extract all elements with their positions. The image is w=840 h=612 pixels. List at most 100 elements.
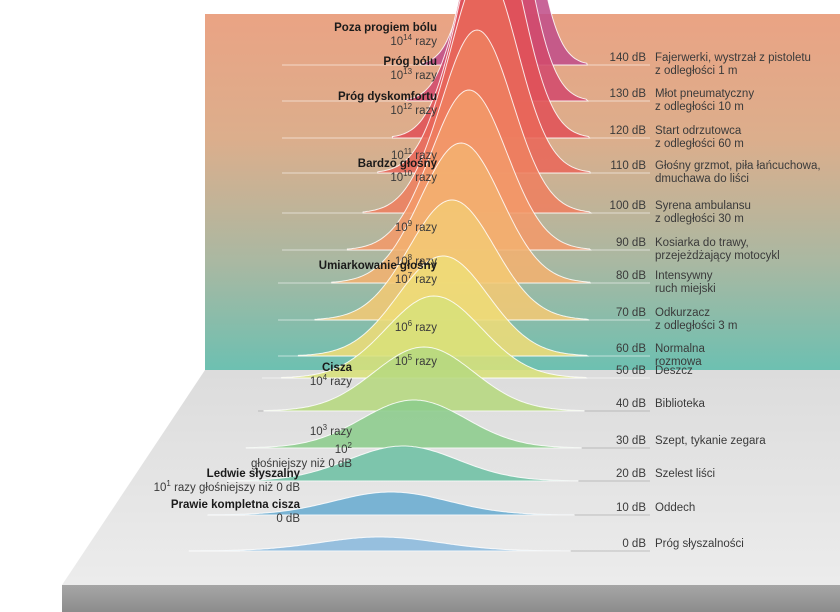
factor-base: 0 dB <box>276 513 300 525</box>
intensity-factor: 1010 razy <box>390 169 437 185</box>
db-value: 80 dB <box>615 270 646 282</box>
sound-example-detail: z odległości 60 m <box>655 138 744 150</box>
factor-unit: głośniejszy niż 0 dB <box>251 458 352 470</box>
factor-unit: razy <box>415 222 437 234</box>
intensity-factor: 106 razy <box>394 320 437 335</box>
factor-base: 10 <box>390 105 404 117</box>
factor-exponent: 14 <box>403 33 413 42</box>
intensity-factor: 1013 razy <box>390 67 437 83</box>
db-value: 50 dB <box>615 365 646 377</box>
sound-example-detail: z odległości 1 m <box>655 65 738 77</box>
factor-exponent: 8 <box>407 253 413 262</box>
level-title: Próg bólu <box>383 56 437 68</box>
intensity-factor: 107 razy <box>394 271 437 287</box>
intensity-factor: 101 razy głośniejszy niż 0 dB <box>153 479 300 495</box>
floor-front-edge <box>62 585 840 612</box>
factor-base: 10 <box>394 322 408 334</box>
intensity-factor: 0 dB <box>276 513 300 526</box>
level-title: Ledwie słyszalny <box>206 468 300 480</box>
db-value: 120 dB <box>609 125 646 137</box>
db-value: 0 dB <box>622 538 646 550</box>
sound-example: Normalna <box>655 343 705 355</box>
factor-exponent: 10 <box>403 169 413 178</box>
sound-example-detail: przejeżdżający motocykl <box>655 250 780 262</box>
factor-unit: razy <box>415 274 437 286</box>
intensity-power: 102 <box>334 442 352 457</box>
sound-example: Szept, tykanie zegara <box>655 435 766 447</box>
factor-exponent: 12 <box>403 102 413 111</box>
sound-example: Kosiarka do trawy, <box>655 237 749 249</box>
db-value: 70 dB <box>615 307 646 319</box>
sound-example-detail: z odległości 10 m <box>655 101 744 113</box>
sound-example: Odkurzacz <box>655 307 710 319</box>
factor-base: 10 <box>309 376 323 388</box>
factor-base: 10 <box>309 426 323 438</box>
factor-base: 10 <box>394 356 408 368</box>
factor-base: 10 <box>394 274 408 286</box>
intensity-factor: 1012 razy <box>390 102 437 118</box>
loudness-curve <box>207 491 575 516</box>
sound-example: Start odrzutowca <box>655 125 742 137</box>
factor-base: 10 <box>394 256 408 268</box>
intensity-factor: 104 razy <box>309 373 352 389</box>
factor-exponent: 7 <box>407 271 413 280</box>
intensity-factor: 1014 razy <box>390 33 437 49</box>
sound-example: Szelest liści <box>655 468 716 480</box>
factor-unit: razy <box>415 322 437 334</box>
sound-example: Syrena ambulansu <box>655 200 751 212</box>
db-value: 60 dB <box>615 343 646 355</box>
sound-example: Młot pneumatyczny <box>655 88 755 100</box>
db-value: 100 dB <box>609 200 646 212</box>
intensity-factor: 1011 razy <box>390 147 437 163</box>
factor-unit: razy <box>330 426 352 438</box>
sound-example: Próg słyszalności <box>655 538 744 550</box>
factor-exponent: 13 <box>403 67 413 76</box>
sound-example: Fajerwerki, wystrzał z pistoletu <box>655 52 811 64</box>
sound-example: Głośny grzmot, piła łańcuchowa, <box>655 160 821 172</box>
intensity-factor: głośniejszy niż 0 dB <box>251 458 352 471</box>
sound-example-detail: z odległości 3 m <box>655 320 738 332</box>
loudness-curve <box>245 399 582 449</box>
level-title: Cisza <box>321 362 352 374</box>
sound-example-detail: z odległości 30 m <box>655 213 744 225</box>
factor-unit: razy głośniejszy niż 0 dB <box>174 482 300 494</box>
sound-example: Deszcz <box>655 365 693 377</box>
factor-unit: razy <box>415 105 437 117</box>
factor-unit: razy <box>415 36 437 48</box>
intensity-factor: 108 razy <box>394 253 437 269</box>
factor-unit: razy <box>415 356 437 368</box>
factor-base: 10 <box>390 150 404 162</box>
db-value: 20 dB <box>615 468 646 480</box>
level-title: Poza progiem bólu <box>334 22 437 34</box>
sound-example-detail: dmuchawa do liści <box>655 173 749 185</box>
db-value: 40 dB <box>615 398 646 410</box>
db-value: 10 dB <box>615 502 646 514</box>
factor-exponent: 9 <box>407 219 413 228</box>
factor-base: 10 <box>390 172 404 184</box>
factor-exponent: 5 <box>407 353 413 362</box>
factor-unit: razy <box>415 172 437 184</box>
intensity-factor: 109 razy <box>394 219 437 235</box>
loudness-curve <box>188 536 571 552</box>
loudness-curve <box>263 346 585 412</box>
factor-base: 10 <box>390 36 404 48</box>
factor-base: 10 <box>394 222 408 234</box>
factor-unit: razy <box>415 70 437 82</box>
sound-example-detail: rozmowa <box>655 356 702 368</box>
intensity-factor: 105 razy <box>394 353 437 369</box>
db-value: 110 dB <box>610 160 646 172</box>
sound-example: Intensywny <box>655 270 713 282</box>
factor-exponent: 4 <box>322 373 328 382</box>
factor-base: 10 <box>334 444 348 456</box>
intensity-factor: 103 razy <box>309 423 352 439</box>
factor-exponent: 11 <box>403 147 413 156</box>
level-title: Prawie kompletna cisza <box>170 499 300 511</box>
factor-base: 10 <box>390 70 404 82</box>
factor-exponent: 3 <box>322 423 328 432</box>
factor-exponent: 1 <box>166 479 171 488</box>
db-value: 130 dB <box>609 88 646 100</box>
factor-base: 10 <box>153 482 167 494</box>
level-title: Bardzo głośny <box>357 158 437 170</box>
